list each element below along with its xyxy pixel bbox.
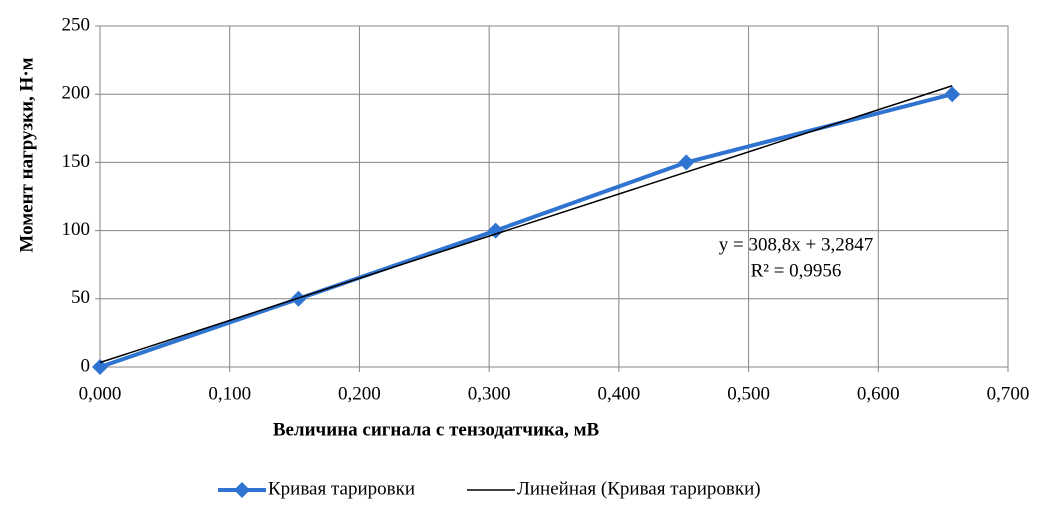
legend-marker [234, 482, 250, 498]
y-tick-label: 50 [71, 287, 90, 308]
x-tick-label: 0,100 [208, 383, 251, 404]
marker [92, 359, 108, 375]
legend-label: Линейная (Кривая тарировки) [517, 478, 761, 499]
trend-line [99, 85, 953, 364]
x-tick-label: 0,200 [338, 383, 381, 404]
marker [678, 154, 695, 171]
x-axis-title: Величина сигнала с тензодатчика, мВ [273, 419, 600, 440]
x-tick-label: 0,000 [79, 383, 122, 404]
y-tick-label: 0 [81, 355, 91, 376]
marker [944, 86, 961, 103]
x-tick-label: 0,400 [597, 383, 640, 404]
equation: y = 308,8x + 3,2847 [719, 234, 873, 255]
x-tick-label: 0,300 [468, 383, 511, 404]
y-tick-label: 200 [62, 83, 91, 104]
y-axis-title: Момент нагрузки, Н·м [16, 57, 37, 252]
x-tick-label: 0,700 [987, 383, 1030, 404]
plot-border [99, 25, 1009, 368]
y-tick-label: 150 [62, 151, 91, 172]
y-tick-label: 100 [62, 219, 91, 240]
r-squared: R² = 0,9956 [751, 260, 842, 281]
legend-label: Кривая тарировки [268, 478, 415, 499]
y-tick-label: 250 [62, 14, 91, 35]
x-tick-label: 0,600 [857, 383, 900, 404]
x-tick-label: 0,500 [727, 383, 770, 404]
